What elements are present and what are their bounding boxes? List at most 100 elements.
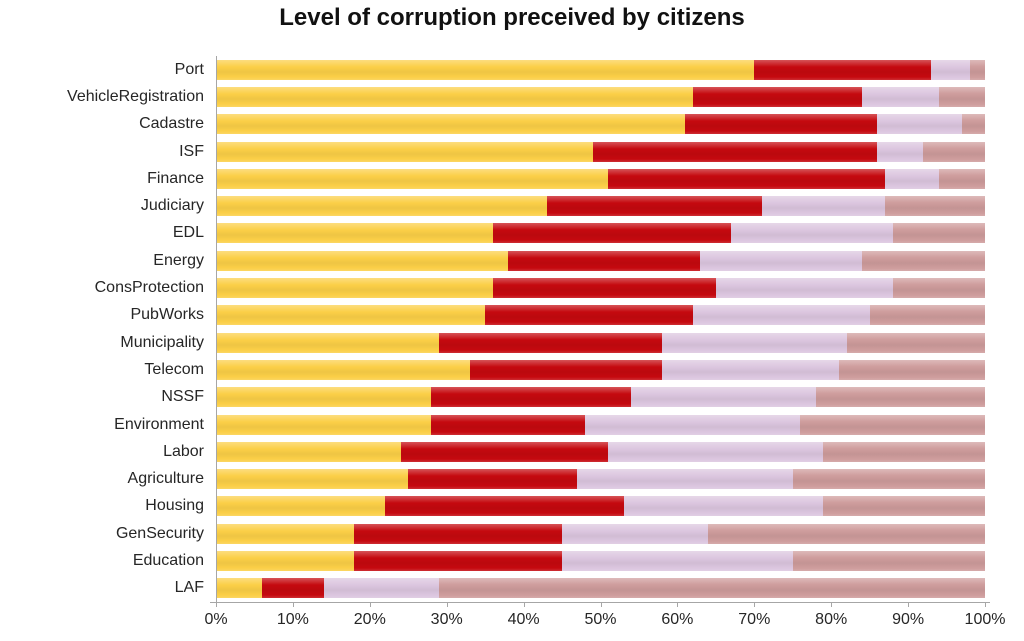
- category-label: ConsProtection: [94, 279, 204, 297]
- bar-row: Finance: [0, 165, 1024, 192]
- stacked-bar: [216, 250, 985, 271]
- bar-segment-red: [608, 168, 886, 189]
- x-axis-tick-mark: [523, 602, 525, 607]
- bar-segment-red: [262, 578, 324, 599]
- x-axis-tick-mark: [600, 602, 602, 607]
- bar-segment-lavender: [877, 141, 924, 162]
- bar-segment-red: [408, 469, 578, 490]
- bar-segment-lavender: [931, 59, 970, 80]
- x-axis-tick-label: 0%: [204, 611, 228, 628]
- x-axis-tick-label: 40%: [507, 611, 540, 628]
- category-label: Environment: [114, 415, 204, 433]
- bar-segment-red: [508, 250, 701, 271]
- bar-segment-mauve: [815, 387, 985, 408]
- stacked-bar: [216, 332, 985, 353]
- bar-segment-lavender: [631, 387, 816, 408]
- bar-segment-mauve: [846, 332, 985, 353]
- bar-segment-mauve: [938, 168, 985, 189]
- bar-segment-lavender: [585, 414, 801, 435]
- stacked-bar: [216, 86, 985, 107]
- category-label: NSSF: [161, 388, 204, 406]
- bar-row: EDL: [0, 220, 1024, 247]
- bar-segment-red: [385, 496, 624, 517]
- stacked-bar: [216, 141, 985, 162]
- category-label: Finance: [147, 169, 204, 187]
- bar-segment-lavender: [861, 86, 939, 107]
- stacked-bar: [216, 59, 985, 80]
- bar-segment-yellow: [216, 59, 755, 80]
- category-label: Judiciary: [140, 197, 204, 215]
- x-axis-tick-mark: [292, 602, 294, 607]
- bar-segment-mauve: [892, 223, 985, 244]
- bar-segment-mauve: [792, 469, 985, 490]
- chart-title: Level of corruption preceived by citizen…: [279, 4, 745, 31]
- category-label: EDL: [172, 224, 204, 242]
- bar-segment-mauve: [885, 196, 985, 217]
- stacked-bar: [216, 414, 985, 435]
- bar-segment-lavender: [662, 359, 839, 380]
- bar-segment-red: [431, 414, 586, 435]
- x-axis-tick-mark: [446, 602, 448, 607]
- bar-segment-red: [485, 305, 693, 326]
- x-axis-tick-label: 10%: [276, 611, 309, 628]
- category-label: PubWorks: [130, 306, 204, 324]
- bar-segment-lavender: [323, 578, 439, 599]
- x-axis-tick-mark: [677, 602, 679, 607]
- bar-row: Telecom: [0, 356, 1024, 383]
- category-label: Education: [132, 551, 204, 569]
- x-axis-tick-label: 50%: [584, 611, 617, 628]
- stacked-bar: [216, 223, 985, 244]
- bar-row: NSSF: [0, 384, 1024, 411]
- category-label: Energy: [153, 251, 204, 269]
- bar-row: Cadastre: [0, 111, 1024, 138]
- bar-segment-mauve: [792, 550, 985, 571]
- bar-segment-lavender: [562, 550, 793, 571]
- bar-segment-red: [754, 59, 932, 80]
- bar-segment-lavender: [700, 250, 862, 271]
- bar-segment-mauve: [961, 114, 985, 135]
- bar-row: PubWorks: [0, 302, 1024, 329]
- bar-segment-red: [400, 441, 609, 462]
- bar-row: VehicleRegistration: [0, 83, 1024, 110]
- x-axis-tick-label: 90%: [892, 611, 925, 628]
- bar-segment-mauve: [838, 359, 985, 380]
- stacked-bar: [216, 550, 985, 571]
- bar-segment-mauve: [938, 86, 985, 107]
- bar-segment-red: [492, 223, 732, 244]
- bar-segment-lavender: [662, 332, 847, 353]
- stacked-bar: [216, 278, 985, 299]
- category-label: ISF: [179, 142, 204, 160]
- bar-segment-yellow: [216, 114, 686, 135]
- bar-segment-yellow: [216, 469, 409, 490]
- bar-segment-lavender: [577, 469, 793, 490]
- bar-segment-yellow: [216, 414, 432, 435]
- category-label: Cadastre: [139, 115, 204, 133]
- bar-row: ConsProtection: [0, 274, 1024, 301]
- bar-segment-red: [685, 114, 878, 135]
- bar-row: GenSecurity: [0, 520, 1024, 547]
- category-label: GenSecurity: [115, 524, 204, 542]
- bar-rows-container: Port VehicleRegistration Cadastre ISF Financ…: [0, 56, 1024, 602]
- bar-segment-red: [431, 387, 632, 408]
- stacked-bar: [216, 496, 985, 517]
- bar-row: Energy: [0, 247, 1024, 274]
- bar-segment-yellow: [216, 523, 355, 544]
- bar-row: Labor: [0, 438, 1024, 465]
- bar-segment-red: [469, 359, 663, 380]
- y-axis-line: [216, 56, 217, 603]
- bar-row: Housing: [0, 493, 1024, 520]
- bar-segment-red: [439, 332, 662, 353]
- bar-segment-mauve: [823, 496, 985, 517]
- category-label: Labor: [163, 442, 204, 460]
- category-label: VehicleRegistration: [67, 87, 204, 105]
- bar-segment-yellow: [216, 496, 386, 517]
- bar-segment-yellow: [216, 278, 493, 299]
- category-label: Municipality: [120, 333, 204, 351]
- bar-segment-lavender: [731, 223, 893, 244]
- x-axis-tick-label: 60%: [661, 611, 694, 628]
- bar-segment-yellow: [216, 141, 593, 162]
- bar-segment-mauve: [923, 141, 985, 162]
- x-axis-tick-label: 70%: [738, 611, 771, 628]
- bar-segment-mauve: [892, 278, 985, 299]
- bar-segment-red: [692, 86, 862, 107]
